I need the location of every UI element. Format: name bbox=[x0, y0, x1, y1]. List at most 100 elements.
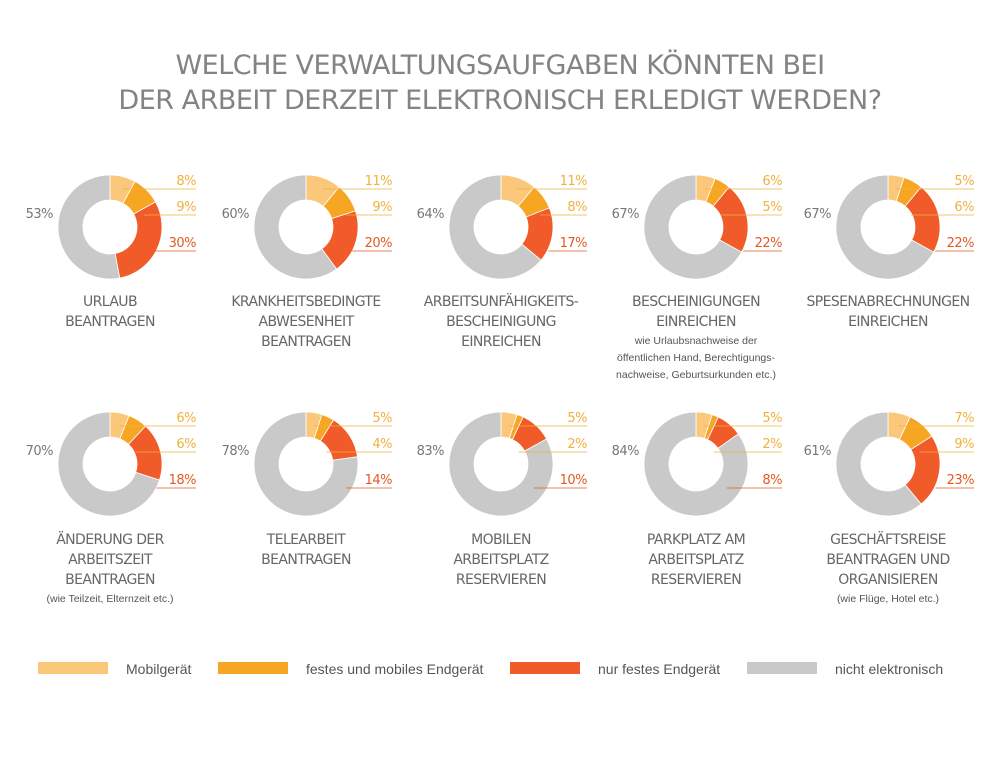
value-label-nicht-elektronisch: 78% bbox=[222, 444, 250, 459]
legend-swatch bbox=[38, 662, 108, 674]
value-label-nur-festes-endgeraet: 30% bbox=[169, 236, 197, 251]
chart-caption-line: MOBILEN bbox=[471, 532, 531, 548]
value-label-mobilgeraet: 8% bbox=[176, 174, 196, 189]
chart-caption-line: ÄNDERUNG DER bbox=[56, 532, 164, 548]
chart-caption-line: URLAUB bbox=[83, 294, 138, 310]
value-label-nur-festes-endgeraet: 14% bbox=[365, 473, 393, 488]
chart-title: WELCHE VERWALTUNGSAUFGABEN KÖNNTEN BEI D… bbox=[0, 48, 1000, 118]
legend-swatch bbox=[747, 662, 817, 674]
legend-label: nicht elektronisch bbox=[835, 661, 944, 677]
chart-caption-line: BESCHEINIGUNG bbox=[446, 314, 556, 330]
value-label-nur-festes-endgeraet: 17% bbox=[560, 236, 588, 251]
chart-caption-line: ARBEITSZEIT bbox=[68, 552, 152, 568]
chart-caption-line: ARBEITSPLATZ bbox=[648, 552, 744, 568]
donut-chart: 11% 9% 20% 60% bbox=[222, 174, 393, 280]
value-label-nur-festes-endgeraet: 22% bbox=[947, 236, 975, 251]
value-label-festes-und-mobiles-endgeraet: 6% bbox=[954, 200, 974, 215]
chart-caption-line: BEANTRAGEN UND bbox=[826, 552, 950, 568]
chart-caption: MOBILEN ARBEITSPLATZ RESERVIEREN bbox=[403, 530, 599, 590]
chart-caption-line: BEANTRAGEN bbox=[65, 572, 155, 588]
chart-caption: PARKPLATZ AM ARBEITSPLATZ RESERVIEREN bbox=[598, 530, 794, 590]
donut-slice-nicht-elektronisch bbox=[643, 174, 743, 280]
chart-caption-line: SPESENABRECHNUNGEN bbox=[806, 294, 971, 310]
value-label-festes-und-mobiles-endgeraet: 2% bbox=[762, 437, 782, 452]
chart-caption-line: BEANTRAGEN bbox=[261, 552, 351, 568]
chart-caption-line: PARKPLATZ AM bbox=[646, 532, 746, 548]
chart-caption: URLAUB BEANTRAGEN bbox=[12, 292, 208, 332]
chart-caption-line: RESERVIEREN bbox=[455, 572, 547, 588]
donut-chart: 5% 4% 14% 78% bbox=[222, 411, 393, 517]
chart-title-line-2: DER ARBEIT DERZEIT ELEKTRONISCH ERLEDIGT… bbox=[118, 85, 882, 116]
chart-caption-note: (wie Flüge, Hotel etc.) bbox=[836, 593, 940, 605]
value-label-nicht-elektronisch: 83% bbox=[417, 444, 445, 459]
legend-swatch bbox=[510, 662, 580, 674]
donut-chart: 7% 9% 23% 61% bbox=[804, 411, 975, 517]
legend-label: nur festes Endgerät bbox=[598, 661, 721, 677]
value-label-mobilgeraet: 5% bbox=[954, 174, 974, 189]
value-label-festes-und-mobiles-endgeraet: 8% bbox=[567, 200, 587, 215]
legend-label: Mobilgerät bbox=[126, 661, 192, 677]
value-label-nicht-elektronisch: 67% bbox=[804, 207, 832, 222]
legend-swatch bbox=[218, 662, 288, 674]
value-label-mobilgeraet: 5% bbox=[762, 411, 782, 426]
chart-caption-line: ABWESENHEIT bbox=[258, 314, 354, 330]
chart-caption-note: öffentlichen Hand, Berechtigungs- bbox=[617, 352, 775, 364]
donut-chart: 8% 9% 30% 53% bbox=[26, 174, 197, 280]
donut-slice-nicht-elektronisch bbox=[253, 411, 359, 517]
chart-caption-line: TELEARBEIT bbox=[266, 532, 346, 548]
chart-caption: SPESENABRECHNUNGEN EINREICHEN bbox=[790, 292, 986, 332]
value-label-festes-und-mobiles-endgeraet: 4% bbox=[372, 437, 392, 452]
chart-caption: ÄNDERUNG DER ARBEITSZEIT BEANTRAGEN (wie Te… bbox=[12, 530, 208, 607]
chart-caption-line: ORGANISIEREN bbox=[838, 572, 938, 588]
value-label-mobilgeraet: 7% bbox=[954, 411, 974, 426]
donut-slice-nicht-elektronisch bbox=[835, 174, 935, 280]
chart-caption-line: BEANTRAGEN bbox=[261, 334, 351, 350]
value-label-festes-und-mobiles-endgeraet: 5% bbox=[762, 200, 782, 215]
chart-caption-line: EINREICHEN bbox=[461, 334, 541, 350]
chart-caption-line: ARBEITSUNFÄHIGKEITS- bbox=[423, 294, 579, 310]
donut-chart: 5% 2% 10% 83% bbox=[417, 411, 588, 517]
value-label-mobilgeraet: 5% bbox=[372, 411, 392, 426]
donut-chart: 5% 2% 8% 84% bbox=[612, 411, 783, 517]
donut-chart: 11% 8% 17% 64% bbox=[417, 174, 588, 280]
chart-caption: KRANKHEITSBEDINGTE ABWESENHEIT BEANTRAGEN bbox=[208, 292, 404, 352]
chart-caption: TELEARBEIT BEANTRAGEN bbox=[208, 530, 404, 570]
donut-chart: 6% 6% 18% 70% bbox=[26, 411, 197, 517]
donut-slice-nur-festes-endgeraet bbox=[114, 201, 163, 279]
chart-caption-line: EINREICHEN bbox=[848, 314, 928, 330]
chart-caption: ARBEITSUNFÄHIGKEITS- BESCHEINIGUNG EINREIC… bbox=[403, 292, 599, 352]
chart-caption-note: nachweise, Geburtsurkunden etc.) bbox=[616, 369, 776, 381]
chart-caption-line: ARBEITSPLATZ bbox=[453, 552, 549, 568]
chart-caption: BESCHEINIGUNGEN EINREICHEN wie Urlaubsnach… bbox=[598, 292, 794, 383]
chart-caption-line: GESCHÄFTSREISE bbox=[830, 532, 946, 548]
chart-caption-line: KRANKHEITSBEDINGTE bbox=[231, 294, 381, 310]
value-label-nicht-elektronisch: 64% bbox=[417, 207, 445, 222]
chart-caption-note: (wie Teilzeit, Elternzeit etc.) bbox=[46, 593, 174, 605]
value-label-mobilgeraet: 6% bbox=[176, 411, 196, 426]
value-label-nicht-elektronisch: 60% bbox=[222, 207, 250, 222]
donut-slice-nicht-elektronisch bbox=[57, 411, 160, 517]
chart-caption-line: RESERVIEREN bbox=[650, 572, 742, 588]
value-label-mobilgeraet: 11% bbox=[560, 174, 588, 189]
donut-chart: 6% 5% 22% 67% bbox=[612, 174, 783, 280]
value-label-nur-festes-endgeraet: 22% bbox=[755, 236, 783, 251]
value-label-nur-festes-endgeraet: 23% bbox=[947, 473, 975, 488]
donut-slice-nicht-elektronisch bbox=[448, 411, 554, 517]
value-label-mobilgeraet: 11% bbox=[365, 174, 393, 189]
chart-title-line-1: WELCHE VERWALTUNGSAUFGABEN KÖNNTEN BEI bbox=[175, 50, 825, 81]
donut-slice-nicht-elektronisch bbox=[253, 174, 338, 280]
value-label-nicht-elektronisch: 61% bbox=[804, 444, 832, 459]
value-label-festes-und-mobiles-endgeraet: 9% bbox=[372, 200, 392, 215]
legend-label: festes und mobiles Endgerät bbox=[306, 661, 484, 677]
donut-slice-nicht-elektronisch bbox=[643, 411, 749, 517]
chart-caption: GESCHÄFTSREISE BEANTRAGEN UND ORGANISIEREN… bbox=[790, 530, 986, 607]
value-label-festes-und-mobiles-endgeraet: 9% bbox=[954, 437, 974, 452]
value-label-nur-festes-endgeraet: 20% bbox=[365, 236, 393, 251]
value-label-nur-festes-endgeraet: 18% bbox=[169, 473, 197, 488]
chart-caption-line: BESCHEINIGUNGEN bbox=[632, 294, 761, 310]
chart-caption-note: wie Urlaubsnachweise der bbox=[634, 335, 758, 347]
chart-caption-line: EINREICHEN bbox=[656, 314, 736, 330]
donut-chart: 5% 6% 22% 67% bbox=[804, 174, 975, 280]
value-label-festes-und-mobiles-endgeraet: 2% bbox=[567, 437, 587, 452]
